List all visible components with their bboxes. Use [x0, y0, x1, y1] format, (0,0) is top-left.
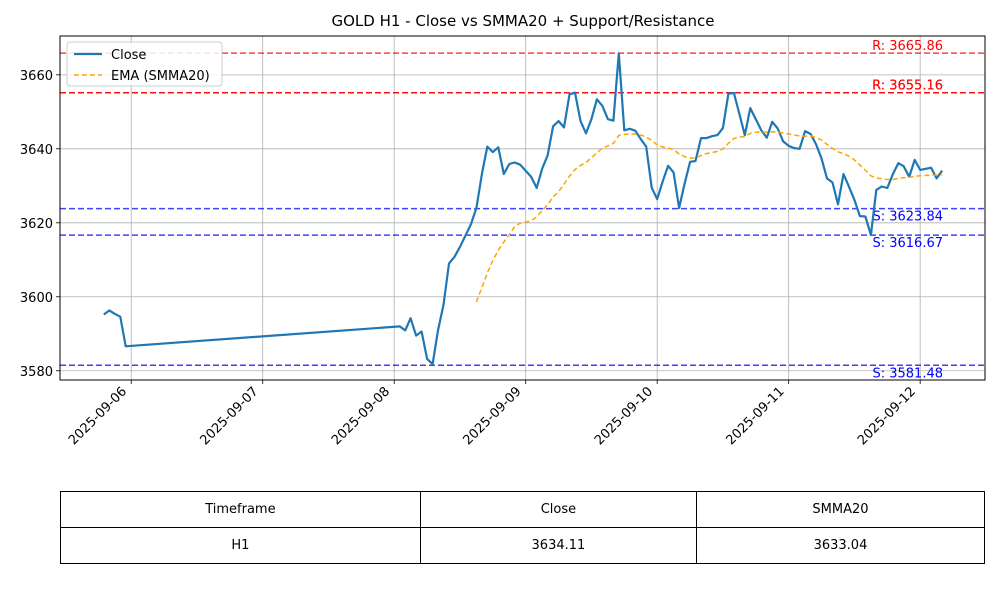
- plot-frame: [59, 35, 986, 381]
- summary-table: Timeframe Close SMMA20 H1 3634.11 3633.0…: [60, 491, 986, 564]
- resistance-label: R: 3655.16: [872, 79, 943, 94]
- legend-box: [66, 41, 223, 87]
- support-resistance-levels: R: 3665.86R: 3655.16R: 3655.16S: 3623.84…: [60, 39, 985, 381]
- legend-smma-label: EMA (SMMA20): [111, 69, 210, 84]
- y-tick-label: 3660: [20, 69, 53, 84]
- table-cell-close: 3634.11: [419, 527, 697, 564]
- price-chart: GOLD H1 - Close vs SMMA20 + Support/Resi…: [20, 12, 986, 448]
- smma-line: [475, 131, 943, 303]
- table-row: H1 3634.11 3633.04: [60, 527, 986, 564]
- y-tick-label: 3580: [20, 365, 53, 380]
- legend: Close EMA (SMMA20): [66, 41, 223, 87]
- x-tick-label: 2025-09-07: [198, 384, 262, 448]
- y-axis-ticks: 3580 3600 3620 3640 3660: [20, 69, 60, 380]
- x-tick-label: 2025-09-06: [66, 384, 130, 448]
- x-axis-ticks: 2025-09-06 2025-09-07 2025-09-08 2025-09-09…: [66, 380, 921, 448]
- table-header-cell: SMMA20: [695, 491, 986, 528]
- y-gridlines: [60, 74, 985, 372]
- support-label: S: 3581.48: [872, 366, 943, 381]
- x-tick-label: 2025-09-09: [460, 384, 524, 448]
- y-tick-label: 3640: [20, 143, 53, 158]
- x-tick-label: 2025-09-12: [855, 384, 919, 448]
- chart-title: GOLD H1 - Close vs SMMA20 + Support/Resi…: [331, 12, 714, 30]
- legend-close-label: Close: [111, 48, 146, 63]
- table-header-cell: Close: [419, 491, 697, 528]
- table-cell-smma: 3633.04: [695, 527, 986, 564]
- y-tick-label: 3620: [20, 217, 53, 232]
- table-header-cell: Timeframe: [60, 491, 421, 528]
- resistance-label: R: 3655.16: [872, 79, 943, 94]
- resistance-label: R: 3665.86: [872, 39, 943, 54]
- x-tick-label: 2025-09-11: [723, 384, 787, 448]
- x-tick-label: 2025-09-10: [592, 384, 656, 448]
- y-tick-label: 3600: [20, 291, 53, 306]
- series-lines: [103, 52, 943, 366]
- support-label: S: 3623.84: [872, 210, 943, 225]
- support-label: S: 3616.67: [872, 236, 943, 251]
- table-cell-timeframe: H1: [60, 527, 421, 564]
- close-line: [103, 52, 943, 366]
- x-tick-label: 2025-09-08: [329, 384, 393, 448]
- table-header-row: Timeframe Close SMMA20: [60, 491, 986, 528]
